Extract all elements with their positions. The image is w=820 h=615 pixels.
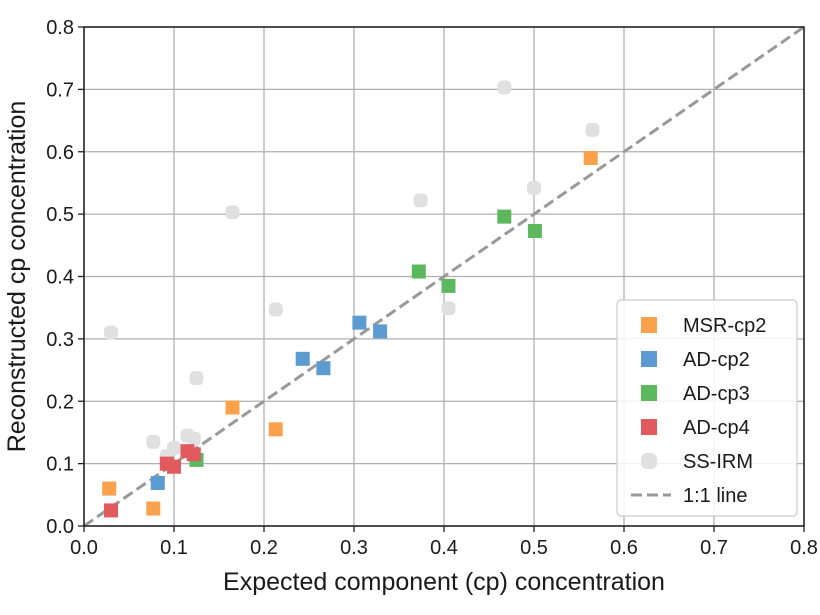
legend-label: SS-IRM (683, 451, 753, 473)
series-ad-cp4 (104, 444, 201, 518)
y-axis-ticks: 0.0 0.1 0.2 0.3 0.4 0.5 0.6 0.7 0.8 (46, 17, 84, 538)
y-tick-label: 0.2 (46, 391, 74, 413)
x-axis-label: Expected component (cp) concentration (223, 568, 665, 596)
legend-label: AD-cp3 (683, 383, 750, 405)
point-ss-irm (441, 301, 456, 316)
point-ss-irm (268, 302, 283, 317)
point-msr-cp2 (146, 501, 161, 516)
x-tick-label: 0.4 (430, 537, 458, 559)
series-ad-cp2 (150, 315, 388, 490)
point-ss-irm (189, 371, 204, 386)
y-tick-label: 0.7 (46, 79, 74, 101)
point-ad-cp3 (411, 264, 426, 279)
x-tick-label: 0.8 (790, 537, 818, 559)
point-msr-cp2 (268, 422, 283, 437)
x-tick-label: 0.7 (700, 537, 728, 559)
y-tick-label: 0.5 (46, 204, 74, 226)
point-msr-cp2 (583, 150, 598, 165)
point-msr-cp2 (102, 481, 117, 496)
legend-swatch (641, 385, 657, 401)
data-points (102, 80, 600, 518)
y-tick-label: 0.4 (46, 267, 74, 289)
legend-swatch (641, 317, 657, 333)
x-tick-label: 0.0 (70, 537, 98, 559)
one-to-one-line (83, 25, 805, 528)
point-ad-cp4 (167, 459, 181, 474)
point-ss-irm (146, 434, 161, 449)
legend-label: AD-cp4 (683, 417, 750, 439)
legend: MSR-cp2 AD-cp2 AD-cp3 AD-cp4 SS-IRM 1:1 line (616, 299, 798, 517)
y-tick-label: 0.8 (46, 17, 74, 39)
point-ss-irm (104, 325, 118, 340)
point-ad-cp3 (497, 209, 512, 224)
legend-label: AD-cp2 (683, 349, 750, 371)
point-ss-irm (167, 441, 181, 456)
x-tick-label: 0.5 (520, 537, 548, 559)
point-ad-cp4 (104, 503, 118, 518)
x-tick-label: 0.3 (340, 537, 368, 559)
point-ad-cp2 (352, 315, 367, 330)
legend-swatch (641, 453, 657, 469)
series-ss-irm (104, 80, 600, 464)
legend-label: 1:1 line (683, 485, 748, 507)
legend-swatch (641, 419, 657, 435)
point-ss-irm (585, 122, 600, 137)
point-ad-cp4 (186, 447, 201, 462)
x-axis-ticks: 0.0 0.1 0.2 0.3 0.4 0.5 0.6 0.7 0.8 (70, 526, 818, 559)
x-tick-label: 0.1 (160, 537, 188, 559)
legend-label: MSR-cp2 (683, 315, 766, 337)
point-ss-irm (186, 431, 201, 446)
point-ad-cp2 (316, 361, 331, 376)
series-msr-cp2 (102, 150, 598, 516)
point-ss-irm (413, 193, 428, 208)
point-ad-cp3 (527, 223, 542, 238)
y-axis-label: Reconstructed cp concentration (3, 101, 31, 453)
point-ss-irm (527, 180, 541, 195)
legend-box (616, 299, 798, 517)
x-tick-label: 0.2 (250, 537, 278, 559)
y-tick-label: 0.3 (46, 329, 74, 351)
point-ad-cp3 (441, 278, 456, 293)
y-tick-label: 0.1 (46, 454, 74, 476)
point-ss-irm (225, 205, 240, 220)
point-msr-cp2 (225, 400, 240, 415)
point-ad-cp2 (150, 475, 165, 490)
y-tick-label: 0.6 (46, 142, 74, 164)
x-tick-label: 0.6 (610, 537, 638, 559)
point-ad-cp2 (295, 351, 310, 366)
legend-swatch (641, 351, 657, 367)
point-ad-cp2 (373, 324, 388, 339)
y-tick-label: 0.0 (46, 516, 74, 538)
point-ss-irm (497, 80, 512, 95)
